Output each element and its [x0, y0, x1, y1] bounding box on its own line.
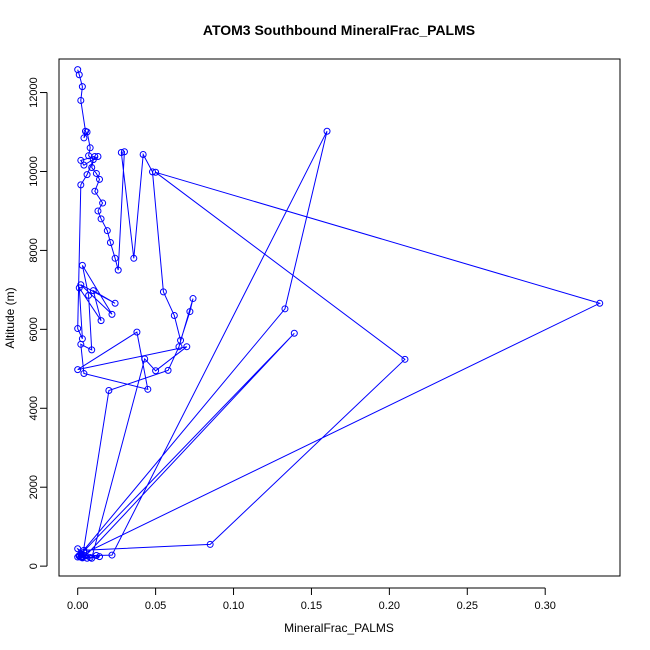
data-point: [78, 261, 86, 269]
series-layer: [74, 66, 604, 562]
data-point: [149, 168, 156, 176]
data-point: [83, 171, 91, 179]
y-tick-label: 4000: [28, 396, 40, 420]
data-point: [78, 335, 86, 343]
data-point: [164, 366, 172, 374]
data-point: [83, 128, 91, 136]
data-point: [78, 83, 86, 91]
data-point: [86, 144, 94, 152]
data-point: [177, 336, 185, 344]
data-point: [159, 288, 167, 296]
data-point: [111, 254, 119, 262]
data-point: [80, 548, 88, 556]
x-axis: 0.00 0.05 0.10 0.15 0.20 0.25 0.30: [67, 587, 556, 612]
data-point: [144, 385, 152, 393]
y-tick-label: 12000: [28, 77, 40, 108]
data-point: [139, 151, 147, 159]
data-point: [141, 355, 149, 363]
data-point: [133, 328, 141, 336]
data-point: [80, 134, 88, 142]
x-tick-label: 0.20: [379, 600, 400, 612]
data-point: [206, 540, 214, 548]
data-point: [111, 299, 119, 307]
data-point: [189, 295, 197, 303]
data-point: [97, 317, 105, 325]
data-point: [117, 149, 125, 157]
x-tick-label: 0.00: [67, 600, 88, 612]
data-point: [75, 284, 83, 292]
y-tick-label: 2000: [28, 475, 40, 499]
x-tick-label: 0.10: [223, 600, 244, 612]
y-tick-label: 10000: [28, 156, 40, 187]
data-point: [96, 553, 104, 561]
data-point: [80, 161, 88, 169]
data-point: [130, 254, 138, 262]
data-point: [89, 287, 97, 295]
data-point: [91, 187, 99, 195]
data-point: [596, 299, 604, 307]
data-point: [80, 370, 88, 378]
data-point: [99, 199, 107, 207]
data-point: [77, 181, 85, 189]
data-point: [108, 551, 116, 559]
data-point: [97, 215, 105, 223]
x-tick-label: 0.05: [145, 600, 166, 612]
data-point: [75, 71, 83, 79]
data-point: [88, 164, 96, 172]
data-point: [74, 545, 82, 553]
y-tick-label: 8000: [28, 238, 40, 262]
data-point: [77, 96, 85, 104]
y-tick-label: 0: [28, 563, 40, 569]
x-tick-label: 0.30: [534, 600, 555, 612]
chart-title: ATOM3 Southbound MineralFrac_PALMS: [203, 22, 475, 38]
data-point: [183, 343, 191, 351]
data-point: [94, 207, 102, 215]
data-point: [186, 308, 194, 316]
data-point: [323, 127, 331, 135]
data-point: [290, 329, 298, 337]
data-point: [152, 168, 160, 176]
x-axis-label: MineralFrac_PALMS: [284, 621, 394, 635]
data-point: [91, 152, 99, 160]
plot-frame: [58, 58, 621, 577]
y-axis-label: Altitude (m): [3, 287, 17, 348]
data-point: [103, 227, 111, 235]
data-point: [114, 266, 122, 274]
data-point: [88, 554, 96, 562]
series-line: [76, 69, 602, 559]
y-tick-label: 6000: [28, 317, 40, 341]
data-point: [96, 175, 104, 183]
data-point: [152, 367, 160, 375]
data-point: [170, 312, 178, 320]
data-point: [74, 325, 82, 333]
data-point: [78, 553, 86, 561]
data-point: [401, 355, 409, 363]
data-point: [106, 239, 114, 247]
data-point: [94, 152, 102, 160]
x-tick-label: 0.25: [457, 600, 478, 612]
data-point: [74, 366, 82, 374]
data-point: [108, 310, 116, 318]
data-point: [105, 387, 113, 395]
data-point: [77, 156, 85, 164]
y-axis: 0 2000 4000 6000 8000 10000 12000: [28, 77, 48, 569]
data-point: [81, 552, 89, 560]
data-point: [92, 169, 100, 177]
data-point: [85, 291, 93, 299]
data-point: [88, 346, 96, 354]
data-point: [120, 148, 128, 156]
data-point: [281, 305, 289, 313]
data-point: [175, 343, 183, 351]
x-tick-label: 0.15: [301, 600, 322, 612]
